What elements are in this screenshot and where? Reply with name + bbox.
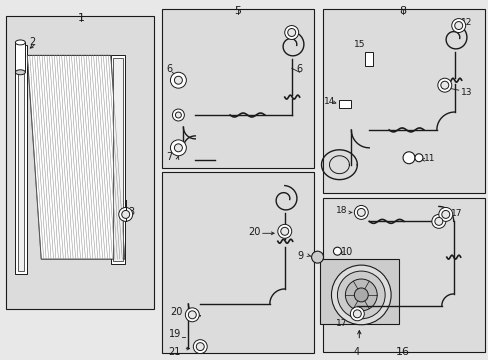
Circle shape bbox=[440, 81, 448, 89]
Circle shape bbox=[414, 154, 422, 162]
Bar bbox=[162, 9, 313, 168]
Text: 9: 9 bbox=[297, 251, 303, 261]
Text: 6: 6 bbox=[296, 64, 302, 74]
Bar bbox=[322, 198, 484, 352]
Circle shape bbox=[284, 26, 298, 40]
Circle shape bbox=[354, 288, 367, 302]
Circle shape bbox=[353, 310, 361, 318]
Text: 17: 17 bbox=[450, 210, 461, 219]
Circle shape bbox=[354, 206, 367, 219]
Circle shape bbox=[333, 247, 341, 255]
Bar bbox=[15, 42, 25, 72]
Circle shape bbox=[119, 207, 132, 221]
Circle shape bbox=[345, 279, 376, 311]
Text: 1: 1 bbox=[77, 13, 84, 23]
Text: 20: 20 bbox=[247, 227, 260, 237]
Bar bbox=[111, 55, 124, 264]
Circle shape bbox=[174, 144, 182, 152]
Circle shape bbox=[337, 271, 385, 319]
Bar bbox=[162, 172, 313, 352]
Circle shape bbox=[188, 311, 196, 319]
Circle shape bbox=[402, 152, 414, 164]
Circle shape bbox=[170, 140, 186, 156]
Text: 10: 10 bbox=[341, 247, 353, 257]
Circle shape bbox=[437, 78, 451, 92]
Ellipse shape bbox=[15, 40, 25, 45]
Ellipse shape bbox=[15, 70, 25, 75]
Text: 5: 5 bbox=[234, 6, 241, 16]
Circle shape bbox=[196, 343, 204, 351]
Circle shape bbox=[280, 227, 288, 235]
Circle shape bbox=[185, 308, 199, 322]
Bar bbox=[6, 15, 153, 309]
Text: 11: 11 bbox=[423, 154, 434, 163]
Circle shape bbox=[434, 217, 442, 225]
Bar bbox=[339, 100, 351, 108]
Circle shape bbox=[193, 339, 207, 354]
Text: 14: 14 bbox=[323, 97, 334, 106]
Bar bbox=[322, 9, 484, 193]
Circle shape bbox=[431, 215, 445, 228]
Text: 4: 4 bbox=[352, 347, 359, 357]
Bar bbox=[19, 48, 24, 271]
Text: 3: 3 bbox=[128, 207, 135, 217]
Text: 19: 19 bbox=[168, 329, 181, 339]
Circle shape bbox=[277, 224, 291, 238]
Text: 21: 21 bbox=[168, 347, 181, 357]
Circle shape bbox=[357, 208, 365, 216]
Circle shape bbox=[175, 112, 181, 118]
Circle shape bbox=[451, 19, 465, 32]
Circle shape bbox=[349, 307, 364, 321]
Text: 18: 18 bbox=[335, 206, 346, 215]
Circle shape bbox=[438, 207, 452, 221]
Circle shape bbox=[174, 76, 182, 84]
Bar bbox=[319, 259, 398, 324]
Text: 7: 7 bbox=[166, 152, 172, 162]
Circle shape bbox=[287, 28, 295, 36]
Text: 6: 6 bbox=[166, 64, 172, 74]
Text: 16: 16 bbox=[395, 347, 409, 357]
Bar bbox=[365, 53, 372, 66]
Polygon shape bbox=[27, 55, 124, 259]
Text: 15: 15 bbox=[354, 40, 365, 49]
Text: 17: 17 bbox=[335, 319, 346, 328]
Circle shape bbox=[441, 211, 449, 219]
Text: 13: 13 bbox=[460, 88, 471, 97]
Circle shape bbox=[170, 72, 186, 88]
Circle shape bbox=[311, 251, 323, 263]
Text: 20: 20 bbox=[170, 307, 183, 317]
Bar bbox=[113, 58, 122, 261]
Circle shape bbox=[454, 22, 462, 30]
Text: 12: 12 bbox=[460, 18, 471, 27]
Circle shape bbox=[122, 211, 129, 219]
Text: 8: 8 bbox=[399, 6, 406, 16]
Circle shape bbox=[172, 109, 184, 121]
Circle shape bbox=[331, 265, 390, 325]
Text: 2: 2 bbox=[29, 37, 36, 48]
Bar bbox=[15, 45, 27, 274]
